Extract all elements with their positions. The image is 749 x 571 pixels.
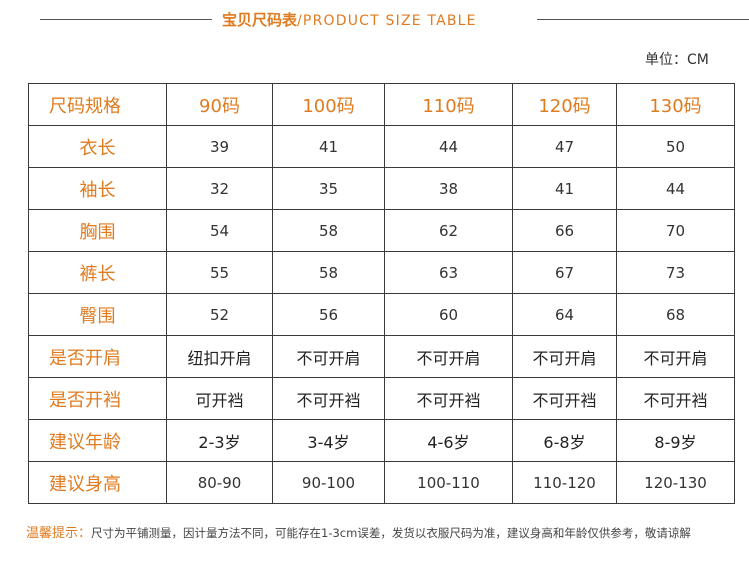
table-cell: 90-100 (272, 461, 385, 504)
size-header: 120码 (512, 83, 617, 126)
table-cell: 2-3岁 (166, 419, 273, 462)
table-cell: 64 (512, 293, 617, 336)
table-row: 是否开裆 可开裆 不可开裆 不可开裆 不可开裆 不可开裆 (28, 377, 735, 420)
table-cell: 44 (616, 167, 735, 210)
table-cell: 39 (166, 125, 273, 168)
table-cell: 纽扣开肩 (166, 335, 273, 378)
table-row: 胸围 54 58 62 66 70 (28, 209, 735, 252)
size-header: 110码 (384, 83, 513, 126)
table-cell: 不可开肩 (384, 335, 513, 378)
table-cell: 70 (616, 209, 735, 252)
table-cell: 4-6岁 (384, 419, 513, 462)
row-label: 臀围 (28, 293, 167, 336)
table-cell: 41 (512, 167, 617, 210)
table-cell: 120-130 (616, 461, 735, 504)
table-row: 臀围 52 56 60 64 68 (28, 293, 735, 336)
row-label: 胸围 (28, 209, 167, 252)
table-header-row: 尺码规格 90码 100码 110码 120码 130码 (28, 83, 735, 126)
table-cell: 80-90 (166, 461, 273, 504)
title-row: 宝贝尺码表/PRODUCT SIZE TABLE (0, 0, 749, 40)
table-cell: 44 (384, 125, 513, 168)
table-cell: 38 (384, 167, 513, 210)
title-divider-left (40, 19, 212, 20)
size-header: 130码 (616, 83, 735, 126)
row-label: 是否开裆 (28, 377, 167, 420)
table-cell: 6-8岁 (512, 419, 617, 462)
table-row: 衣长 39 41 44 47 50 (28, 125, 735, 168)
table-row: 裤长 55 58 63 67 73 (28, 251, 735, 294)
table-cell: 35 (272, 167, 385, 210)
title-divider-right (537, 19, 749, 20)
table-cell: 不可开肩 (272, 335, 385, 378)
table-row: 是否开肩 纽扣开肩 不可开肩 不可开肩 不可开肩 不可开肩 (28, 335, 735, 378)
size-header: 100码 (272, 83, 385, 126)
table-cell: 68 (616, 293, 735, 336)
table-cell: 56 (272, 293, 385, 336)
table-cell: 32 (166, 167, 273, 210)
table-cell: 67 (512, 251, 617, 294)
table-row: 袖长 32 35 38 41 44 (28, 167, 735, 210)
page-title: 宝贝尺码表/PRODUCT SIZE TABLE (222, 8, 477, 32)
table-row: 建议身高 80-90 90-100 100-110 110-120 120-130 (28, 461, 735, 504)
table-cell: 3-4岁 (272, 419, 385, 462)
tip-text: 尺寸为平铺测量，因计量方法不同，可能存在1-3cm误差，发货以衣服尺码为准，建议… (91, 526, 691, 540)
table-cell: 47 (512, 125, 617, 168)
unit-label: 单位：CM (645, 52, 709, 68)
table-cell: 41 (272, 125, 385, 168)
table-cell: 不可开裆 (616, 377, 735, 420)
table-cell: 不可开肩 (512, 335, 617, 378)
table-row: 建议年龄 2-3岁 3-4岁 4-6岁 6-8岁 8-9岁 (28, 419, 735, 462)
table-cell: 可开裆 (166, 377, 273, 420)
title-en: /PRODUCT SIZE TABLE (297, 13, 477, 29)
table-cell: 66 (512, 209, 617, 252)
row-label: 是否开肩 (28, 335, 167, 378)
footer-note: 温馨提示：尺寸为平铺测量，因计量方法不同，可能存在1-3cm误差，发货以衣服尺码… (26, 522, 691, 541)
table-cell: 50 (616, 125, 735, 168)
size-header: 90码 (166, 83, 273, 126)
table-cell: 62 (384, 209, 513, 252)
table-cell: 63 (384, 251, 513, 294)
table-cell: 8-9岁 (616, 419, 735, 462)
tip-label: 温馨提示： (26, 526, 92, 541)
table-cell: 110-120 (512, 461, 617, 504)
row-label: 袖长 (28, 167, 167, 210)
row-label: 裤长 (28, 251, 167, 294)
table-cell: 73 (616, 251, 735, 294)
table-cell: 58 (272, 209, 385, 252)
table-cell: 不可开裆 (512, 377, 617, 420)
table-cell: 不可开肩 (616, 335, 735, 378)
size-table: 尺码规格 90码 100码 110码 120码 130码 衣长 39 41 44 47 5… (28, 83, 735, 504)
header-label: 尺码规格 (28, 83, 167, 126)
table-cell: 不可开裆 (272, 377, 385, 420)
table-cell: 55 (166, 251, 273, 294)
table-cell: 52 (166, 293, 273, 336)
table-cell: 58 (272, 251, 385, 294)
table-cell: 60 (384, 293, 513, 336)
title-cn: 宝贝尺码表 (222, 11, 298, 29)
row-label: 衣长 (28, 125, 167, 168)
row-label: 建议年龄 (28, 419, 167, 462)
table-cell: 100-110 (384, 461, 513, 504)
row-label: 建议身高 (28, 461, 167, 504)
table-cell: 不可开裆 (384, 377, 513, 420)
table-cell: 54 (166, 209, 273, 252)
